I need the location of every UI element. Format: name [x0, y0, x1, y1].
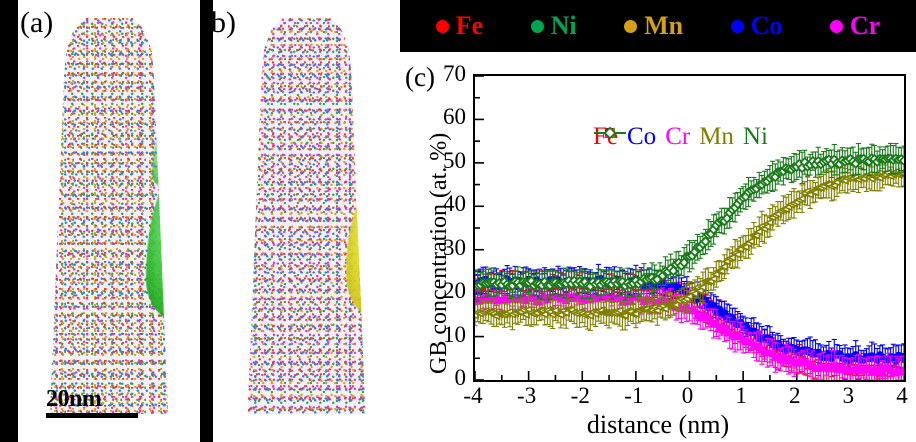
- dot-icon: [435, 19, 449, 33]
- y-tick-70: 70: [443, 61, 466, 86]
- legend-label-co: Co: [750, 11, 783, 40]
- panel-label-b: b): [213, 6, 236, 39]
- legend-label-fe: Fe: [455, 11, 484, 40]
- series-legend-label-mn: Mn: [699, 123, 734, 150]
- series-legend-item-co[interactable]: Co: [594, 123, 657, 150]
- series-legend-label-co: Co: [627, 123, 657, 150]
- y-tick-30: 30: [443, 234, 466, 260]
- scale-bar-group: 20nm: [46, 387, 142, 418]
- y-tick-20: 20: [443, 278, 466, 304]
- x-tick-4: 4: [896, 383, 908, 408]
- dot-icon: [730, 19, 744, 33]
- y-tick-0: 0: [454, 365, 467, 390]
- x-tick-1: 1: [735, 383, 747, 408]
- x-tick-0: 0: [681, 383, 694, 408]
- series-legend-item-mn[interactable]: Mn: [594, 123, 734, 150]
- x-tick-3: 3: [842, 383, 855, 408]
- legend-item-fe: Fe: [435, 11, 484, 40]
- apt-tip-reconstruction-b: [247, 18, 366, 414]
- legend-label-ni: Ni: [550, 11, 577, 40]
- x-tick--2: -2: [570, 383, 590, 408]
- legend-label-mn: Mn: [644, 11, 684, 40]
- series-legend-item-ni[interactable]: Ni: [594, 123, 768, 150]
- series-legend-item-cr[interactable]: Cr: [594, 123, 691, 150]
- plot-svg: [475, 76, 904, 380]
- legend-item-mn: Mn: [624, 13, 683, 39]
- apt-tip-reconstruction-a: [50, 18, 168, 414]
- legend-item-cr: Cr: [829, 11, 881, 40]
- dot-icon: [624, 19, 638, 33]
- x-tick--4: -4: [463, 383, 483, 408]
- ni-marker-icon: [594, 126, 626, 140]
- series-legend-label-cr: Cr: [665, 123, 691, 150]
- panel-label-c: (c): [405, 62, 435, 92]
- scale-bar-label: 20nm: [46, 386, 102, 412]
- series-legend: FeCoCrMnNi: [593, 124, 768, 149]
- panel-label-a: (a): [20, 6, 54, 39]
- y-tick-40: 40: [443, 191, 466, 217]
- dot-icon: [829, 19, 843, 33]
- series-ni: [475, 142, 904, 303]
- legend-item-ni: Ni: [530, 11, 577, 40]
- ni-rich-isosurface: [146, 124, 168, 322]
- plot-area: FeCoCrMnNi: [473, 74, 906, 382]
- element-legend: Fe Ni Mn Co Cr: [400, 0, 916, 52]
- y-tick-10: 10: [443, 321, 466, 347]
- legend-label-cr: Cr: [849, 11, 881, 40]
- x-tick-2: 2: [789, 383, 801, 408]
- y-tick-50: 50: [443, 147, 466, 173]
- chart-panel-c: (c) GB concentration (at. %) distance (n…: [400, 52, 916, 442]
- legend-item-co: Co: [730, 11, 783, 40]
- apt-panel-b: b): [213, 0, 400, 442]
- y-tick-60: 60: [443, 104, 466, 130]
- x-tick--3: -3: [517, 383, 537, 408]
- mn-rich-isosurface: [345, 152, 366, 318]
- dot-icon: [530, 19, 544, 33]
- x-axis-label: distance (nm): [586, 410, 730, 439]
- series-legend-label-ni: Ni: [742, 123, 768, 150]
- scale-bar-line: [46, 413, 138, 418]
- apt-panel-a: (a) 20nm: [18, 0, 200, 442]
- x-tick--1: -1: [624, 383, 644, 408]
